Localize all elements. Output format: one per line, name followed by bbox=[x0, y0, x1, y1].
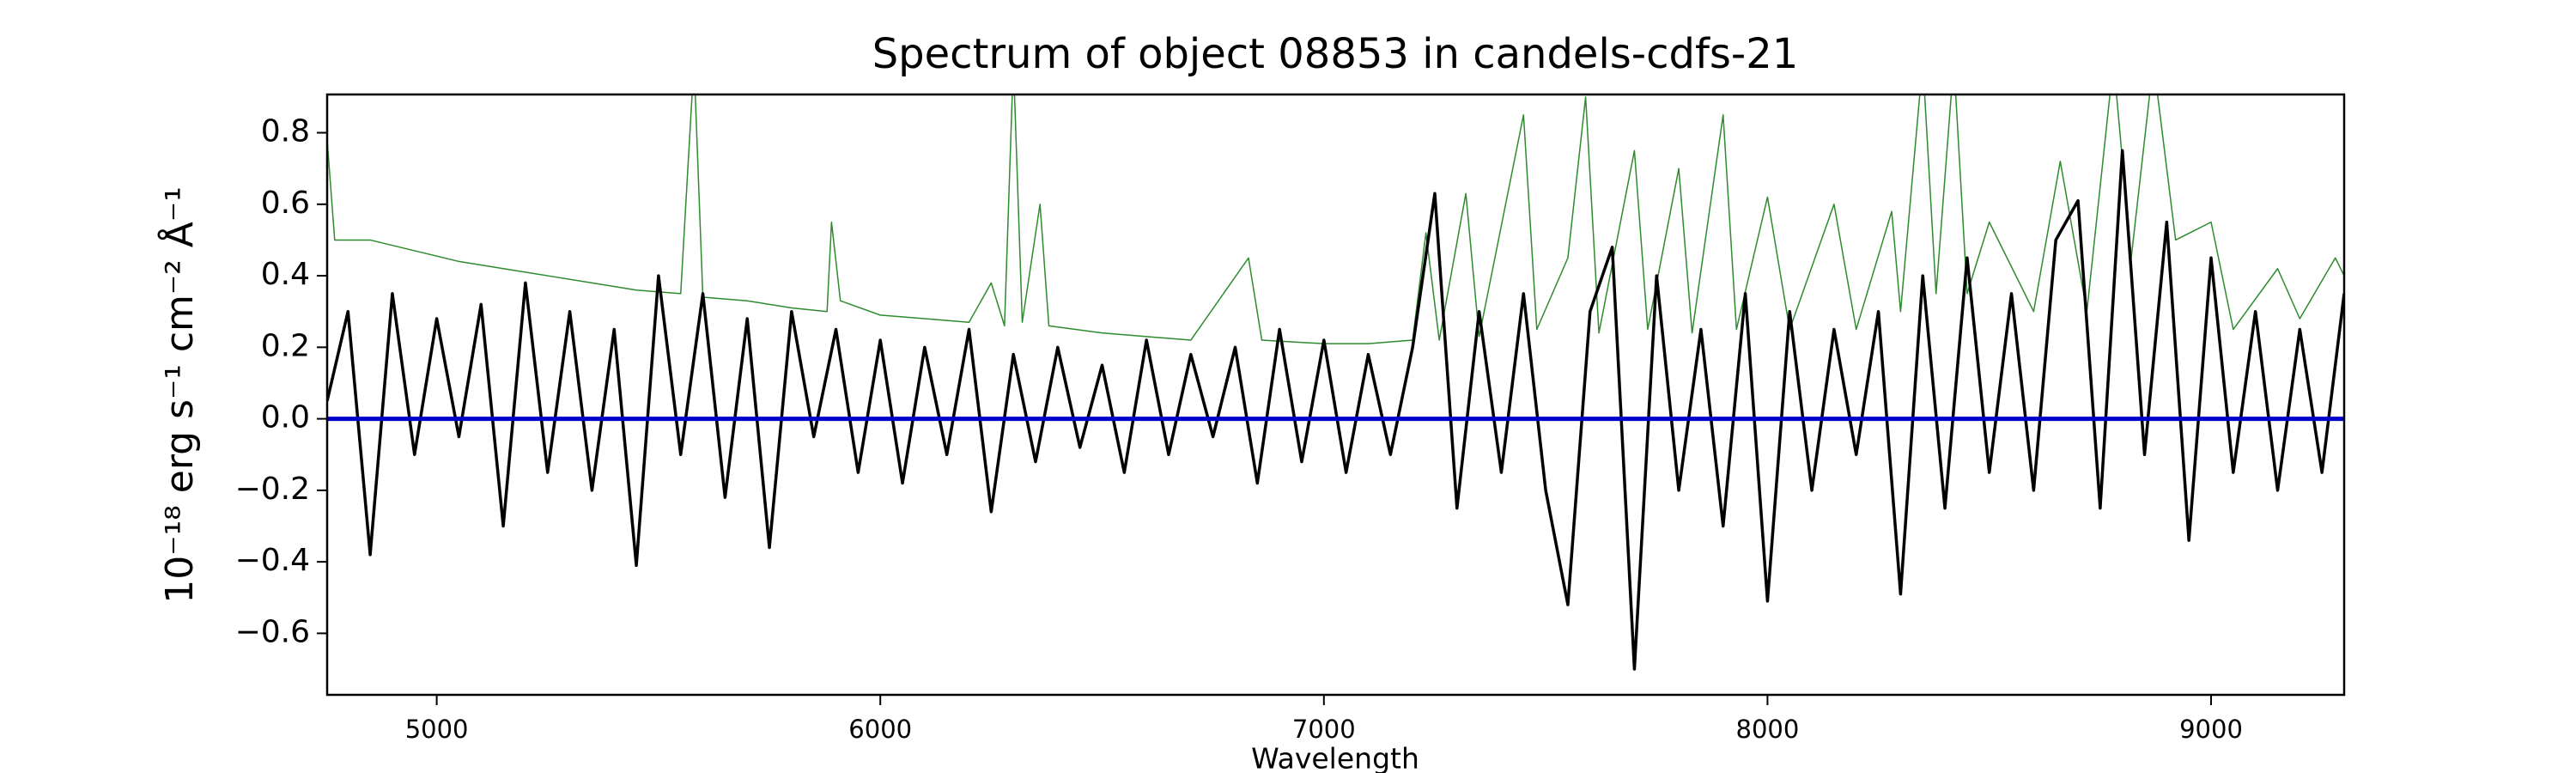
x-axis-label: Wavelength bbox=[1251, 742, 1419, 773]
y-tick-label: −0.2 bbox=[235, 472, 310, 507]
y-tick-label: 0.4 bbox=[261, 257, 310, 292]
x-tick-label: 9000 bbox=[2179, 715, 2243, 744]
spectrum-line bbox=[327, 94, 2344, 344]
x-tick-label: 7000 bbox=[1292, 715, 1356, 744]
y-tick-label: −0.6 bbox=[235, 614, 310, 649]
x-tick-label: 6000 bbox=[848, 715, 912, 744]
y-tick-label: 0.0 bbox=[261, 400, 310, 435]
chart-title: Spectrum of object 08853 in candels-cdfs… bbox=[872, 30, 1799, 78]
y-tick-label: 0.8 bbox=[261, 114, 310, 149]
y-axis-label: 10⁻¹⁸ erg s⁻¹ cm⁻² Å⁻¹ bbox=[156, 186, 202, 603]
y-tick-label: 0.6 bbox=[261, 186, 310, 221]
axes-frame bbox=[325, 93, 2346, 697]
plot-area bbox=[327, 94, 2344, 671]
y-tick-label: 0.2 bbox=[261, 328, 310, 363]
y-tick-label: −0.4 bbox=[235, 543, 310, 578]
spectrum-line bbox=[327, 149, 2344, 671]
x-tick-label: 5000 bbox=[405, 715, 469, 744]
x-tick-label: 8000 bbox=[1736, 715, 1800, 744]
